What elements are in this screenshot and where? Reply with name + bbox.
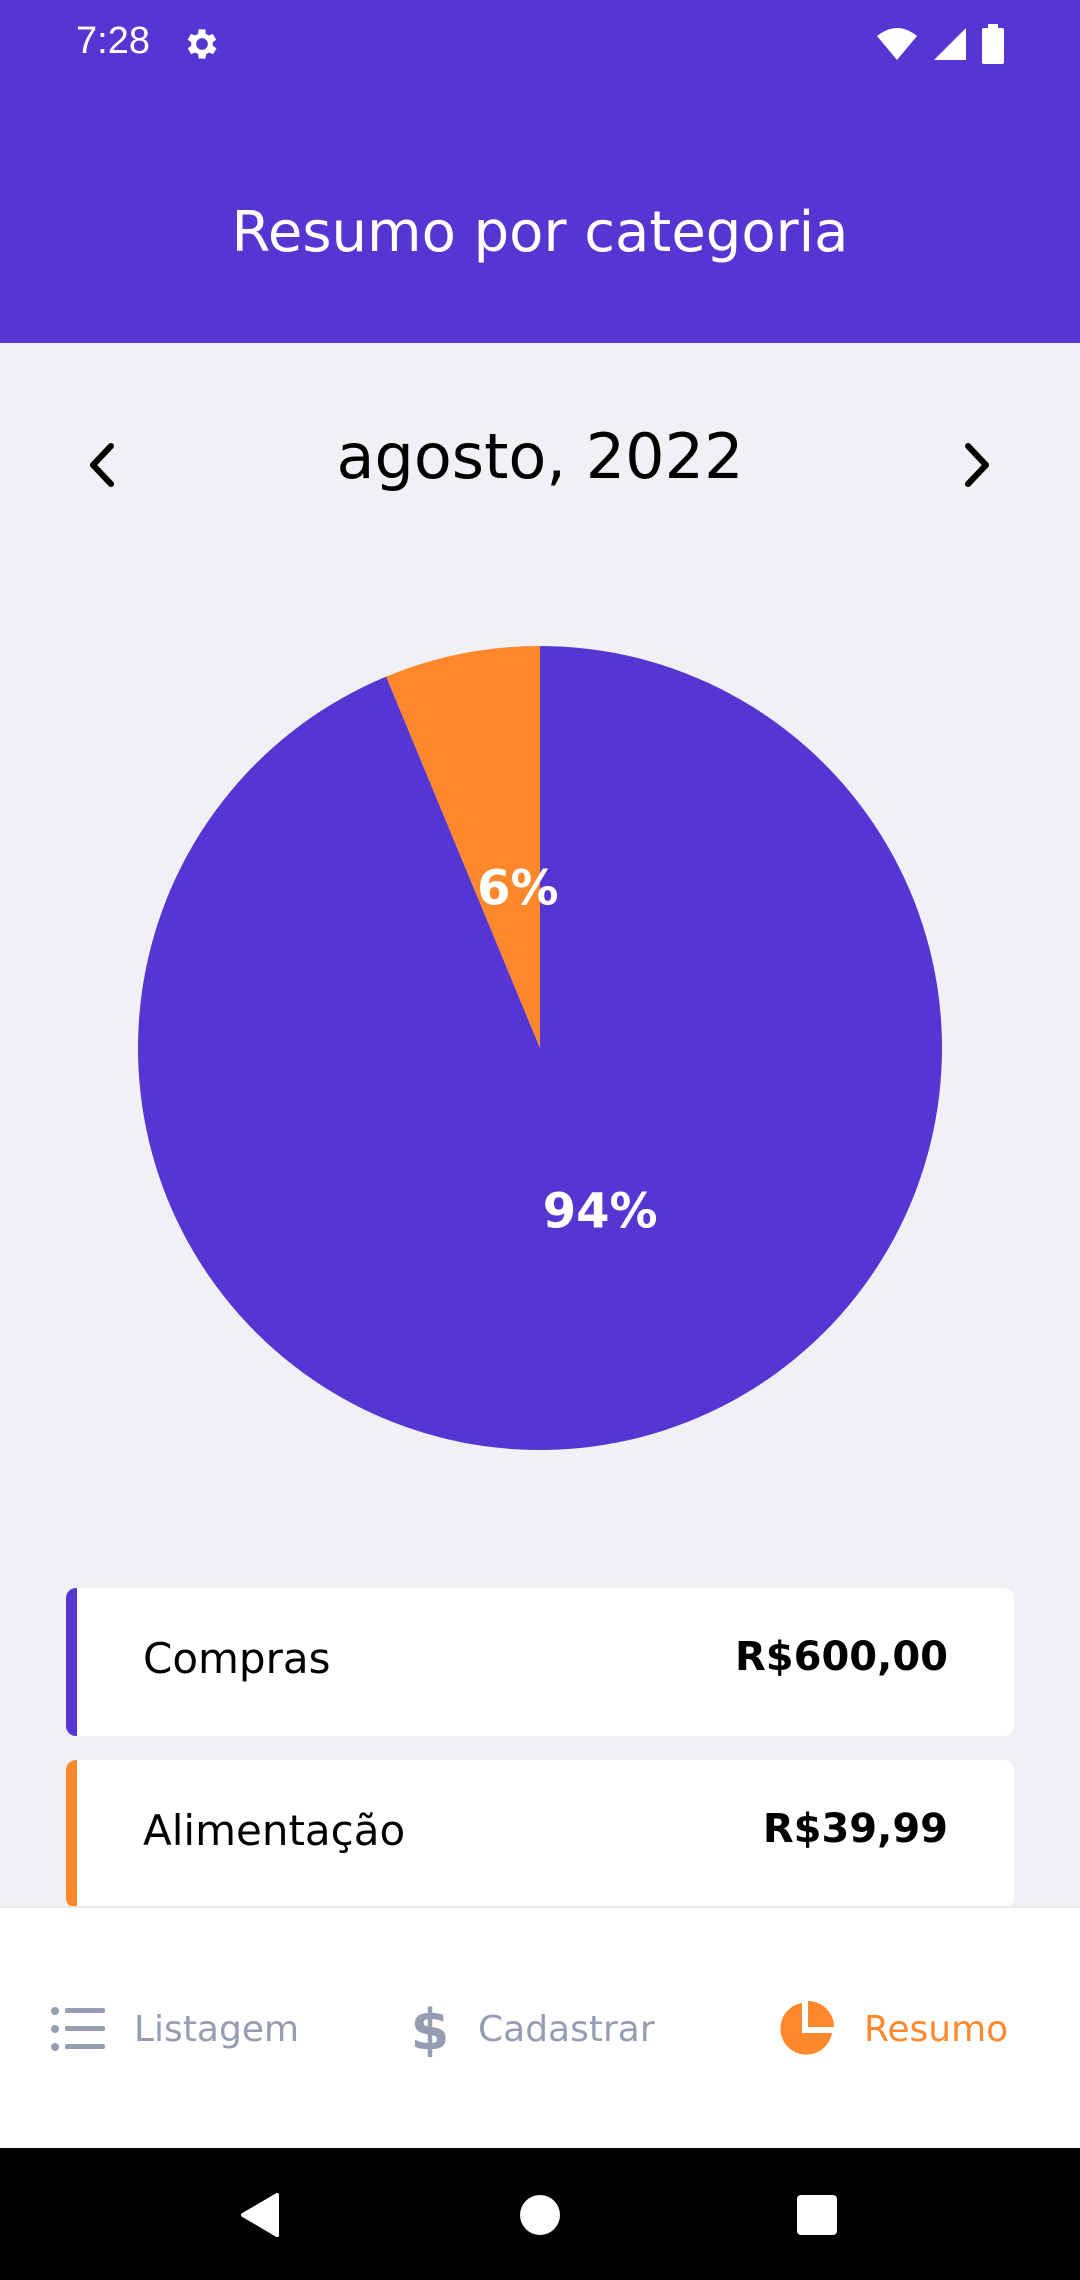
system-navigation-bar [0, 2148, 1080, 2280]
category-name: Alimentação [143, 1806, 406, 1855]
tab-resumo[interactable]: Resumo [776, 1908, 1008, 2150]
category-name: Compras [143, 1634, 331, 1683]
bottom-tab-bar: Listagem $ Cadastrar Resumo [0, 1906, 1080, 2148]
pie-chart-svg: 94% 6% [137, 646, 942, 1450]
list-icon [51, 2007, 105, 2051]
category-card-compras: Compras R$600,00 [66, 1588, 1014, 1736]
tab-listagem[interactable]: Listagem [50, 1908, 299, 2150]
battery-icon [982, 24, 1004, 64]
category-card-alimentacao: Alimentação R$39,99 [66, 1760, 1014, 1908]
category-color-bar [66, 1588, 77, 1736]
wifi-icon [877, 28, 917, 60]
home-circle-icon [520, 2195, 560, 2235]
pie-slice-label-0: 94% [543, 1184, 658, 1240]
signal-icon [934, 28, 966, 60]
recents-button[interactable] [782, 2180, 852, 2250]
month-selector: agosto, 2022 [0, 400, 1080, 510]
next-month-button[interactable] [941, 430, 1011, 500]
tab-cadastrar[interactable]: $ Cadastrar [410, 1908, 655, 2150]
tab-label: Cadastrar [478, 2008, 655, 2050]
dollar-icon: $ [411, 2001, 450, 2057]
chevron-left-icon [90, 443, 114, 487]
category-list: Compras R$600,00 Alimentação R$39,99 [66, 1588, 1014, 1932]
category-amount: R$39,99 [762, 1806, 948, 1852]
chevron-right-icon [965, 443, 989, 487]
pie-chart-icon [780, 2001, 834, 2055]
tab-label: Listagem [134, 2008, 300, 2050]
home-button[interactable] [505, 2180, 575, 2250]
previous-month-button[interactable] [68, 430, 138, 500]
tab-label: Resumo [864, 2008, 1009, 2050]
pie-slice-1 [386, 646, 540, 1048]
recents-square-icon [797, 2195, 837, 2235]
category-color-bar [66, 1760, 77, 1908]
status-icons [876, 22, 1004, 66]
page-title: Resumo por categoria [231, 200, 849, 265]
pie-chart: 94% 6% [0, 600, 1080, 1500]
app-header: 7:28 Resumo por categoria [0, 0, 1080, 343]
back-triangle-icon [241, 2193, 279, 2237]
month-label: agosto, 2022 [336, 420, 744, 493]
back-button[interactable] [224, 2180, 294, 2250]
status-time: 7:28 [76, 20, 150, 62]
pie-slice-label-1: 6% [477, 860, 559, 916]
svg-text:$: $ [411, 2001, 450, 2057]
gear-icon [187, 29, 217, 59]
category-amount: R$600,00 [735, 1634, 948, 1680]
